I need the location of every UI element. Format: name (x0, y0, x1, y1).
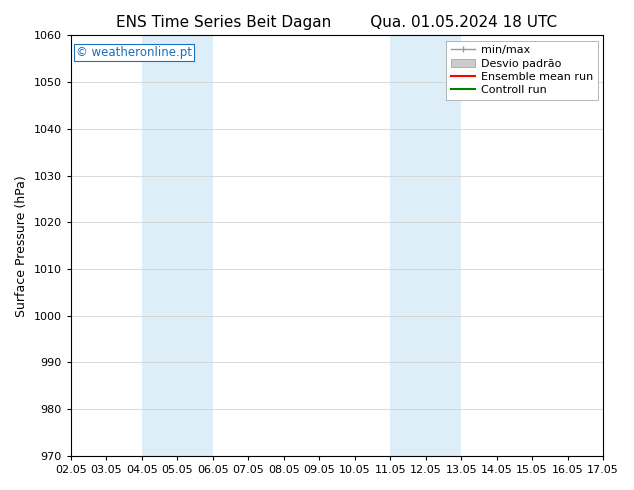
Bar (141, 35, 212, 456)
Text: © weatheronline.pt: © weatheronline.pt (76, 46, 192, 59)
Y-axis label: Surface Pressure (hPa): Surface Pressure (hPa) (15, 175, 28, 317)
Bar (390, 35, 461, 456)
Title: ENS Time Series Beit Dagan        Qua. 01.05.2024 18 UTC: ENS Time Series Beit Dagan Qua. 01.05.20… (117, 15, 557, 30)
Legend: min/max, Desvio padrão, Ensemble mean run, Controll run: min/max, Desvio padrão, Ensemble mean ru… (446, 41, 598, 100)
